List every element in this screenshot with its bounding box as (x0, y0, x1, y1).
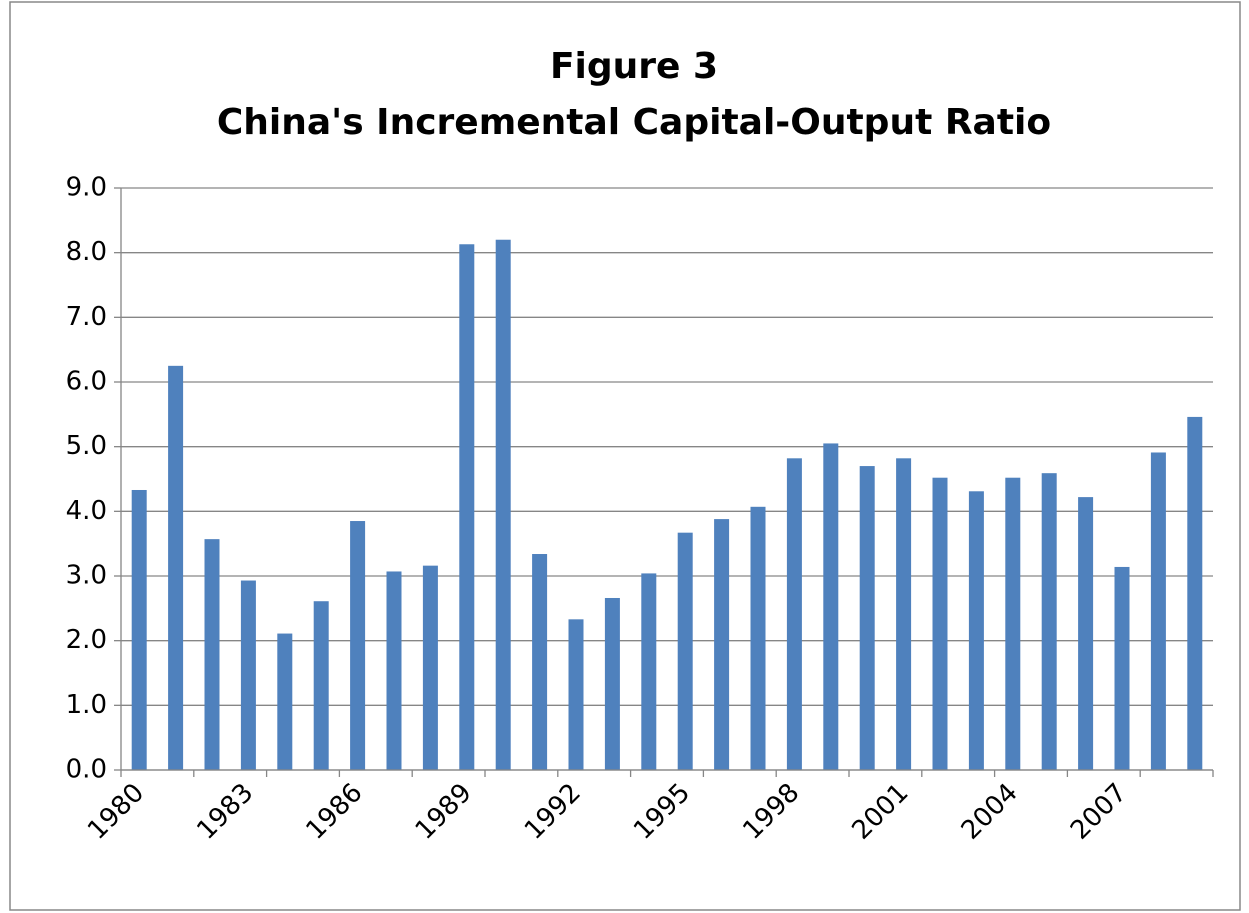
bar (1150, 452, 1166, 770)
bar (1041, 473, 1057, 770)
y-tick-label: 3.0 (66, 561, 107, 591)
bar (1114, 566, 1130, 770)
y-tick-label: 9.0 (66, 173, 107, 203)
bar (968, 491, 984, 770)
bar (350, 521, 366, 770)
bar (1187, 416, 1203, 770)
bar (823, 443, 839, 770)
bar (240, 580, 256, 770)
bar (1078, 497, 1094, 770)
bar (495, 239, 511, 770)
y-tick-label: 6.0 (66, 367, 107, 397)
bar (131, 489, 147, 770)
bar (168, 365, 184, 770)
bar (277, 633, 293, 770)
y-tick-label: 8.0 (66, 237, 107, 267)
bar (459, 244, 475, 770)
bar (313, 601, 329, 770)
bar (641, 573, 657, 770)
bar (677, 532, 693, 770)
y-tick-label: 4.0 (66, 496, 107, 526)
bar (386, 571, 402, 770)
y-tick-label: 5.0 (66, 431, 107, 461)
bar (932, 477, 948, 770)
bar (714, 519, 730, 770)
bar (422, 565, 438, 770)
y-tick-label: 1.0 (66, 690, 107, 720)
y-tick-label: 2.0 (66, 625, 107, 655)
bar (750, 506, 766, 770)
bar (204, 539, 220, 770)
bar (1005, 477, 1021, 770)
bar (859, 466, 875, 770)
bar (604, 597, 620, 770)
chart-subtitle: China's Incremental Capital-Output Ratio (217, 102, 1051, 143)
y-tick-label: 7.0 (66, 302, 107, 332)
chart-title: Figure 3 (550, 46, 718, 87)
bar (896, 458, 912, 770)
bar (568, 619, 584, 770)
y-tick-label: 0.0 (66, 755, 107, 785)
bar (786, 458, 802, 770)
bar (532, 554, 548, 770)
